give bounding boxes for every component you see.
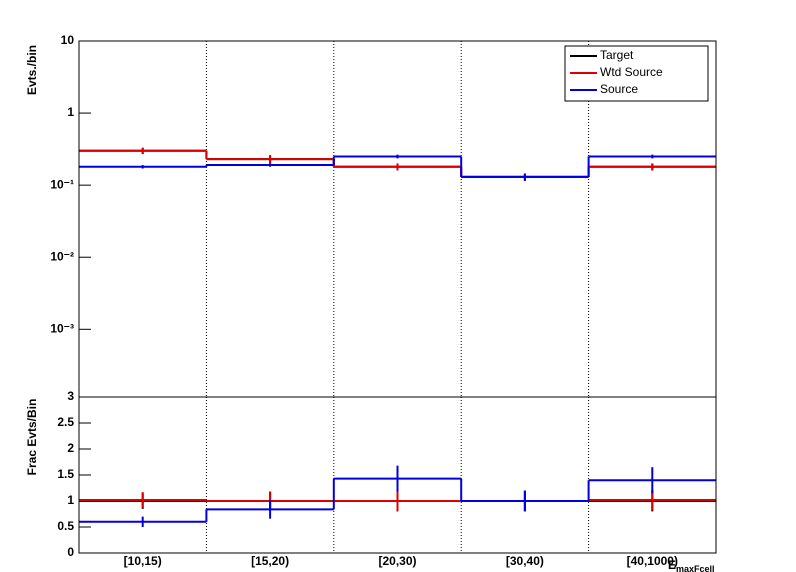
y-tick-label: 2 (67, 441, 74, 455)
y-tick-label: 1 (67, 105, 74, 119)
legend-label: Target (600, 48, 634, 62)
plot-frame (78, 396, 717, 554)
y-tick-label: 1.5 (57, 467, 74, 481)
y-tick-label: 0.5 (57, 519, 74, 533)
x-tick-label: [15,20) (251, 554, 289, 568)
y-tick-label: 0 (67, 545, 74, 559)
x-axis-label: EmaxFcell (668, 558, 715, 572)
x-axis-label-main: E (668, 558, 676, 572)
y-tick-label: 10⁻¹ (50, 177, 74, 191)
y-tick-label: 10 (61, 33, 75, 47)
x-tick-label: [10,15) (124, 554, 162, 568)
y-tick-label: 10⁻² (50, 249, 74, 263)
y-tick-label: 10⁻³ (50, 321, 74, 335)
y-tick-label: 1 (67, 493, 74, 507)
x-tick-label: [30,40) (506, 554, 544, 568)
y-axis-label: Frac Evts/Bin (25, 399, 39, 476)
y-tick-label: 3 (67, 389, 74, 403)
legend-label: Source (600, 82, 638, 96)
x-tick-label: [40,1000) (627, 554, 678, 568)
legend-label: Wtd Source (600, 65, 663, 79)
y-axis-label: Evts./bin (25, 45, 39, 95)
x-tick-label: [20,30) (378, 554, 416, 568)
x-axis-label-sub: maxFcell (676, 564, 715, 572)
y-tick-label: 2.5 (57, 415, 74, 429)
